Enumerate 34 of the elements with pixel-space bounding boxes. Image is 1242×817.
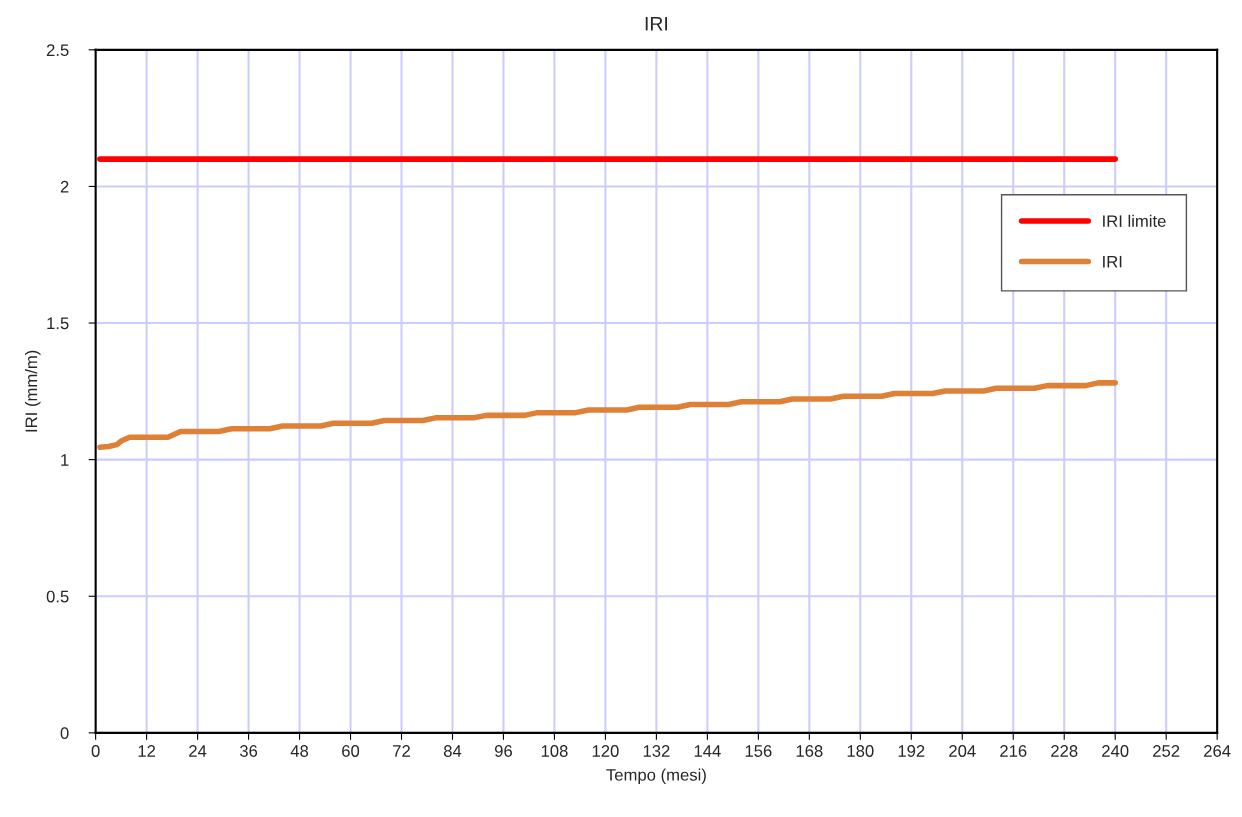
x-tick-label: 264: [1204, 745, 1231, 757]
x-tick-label: 144: [694, 745, 721, 757]
y-tick-label: 1: [61, 454, 69, 466]
legend-label: IRI limite: [1103, 214, 1166, 228]
x-tick-label: 48: [290, 745, 309, 757]
legend-label: IRI: [1103, 255, 1122, 268]
y-tick-label: 2.5: [46, 44, 69, 57]
x-tick-label: 96: [494, 745, 512, 757]
x-tick-label: 24: [189, 745, 207, 757]
x-tick-label: 84: [443, 745, 462, 757]
x-tick-label: 228: [1051, 745, 1078, 757]
x-tick-label: 132: [643, 745, 670, 757]
x-tick-label: 72: [393, 745, 410, 757]
y-axis-title: IRI (mm/m): [24, 350, 41, 432]
x-tick-label: 120: [592, 745, 619, 757]
y-tick-label: 2: [60, 180, 69, 193]
x-tick-label: 216: [1000, 745, 1027, 757]
x-tick-label: 36: [239, 745, 258, 757]
x-tick-label: 168: [796, 745, 823, 757]
x-tick-label: 204: [949, 745, 976, 757]
chart-title: IRI: [645, 17, 668, 31]
y-tick-label: 0: [60, 727, 69, 740]
y-tick-label: 1.5: [47, 317, 69, 330]
x-tick-label: 240: [1102, 745, 1129, 757]
y-tick-label: 0.5: [46, 590, 69, 603]
x-tick-label: 252: [1153, 745, 1180, 757]
x-tick-label: 0: [91, 745, 100, 757]
x-tick-label: 60: [342, 745, 360, 757]
x-tick-label: 108: [541, 745, 568, 757]
x-tick-label: 192: [898, 745, 925, 757]
x-axis-title: Tempo (mesi): [606, 768, 706, 785]
x-tick-label: 180: [847, 745, 874, 757]
x-tick-label: 12: [138, 745, 156, 757]
x-tick-label: 156: [745, 745, 772, 757]
